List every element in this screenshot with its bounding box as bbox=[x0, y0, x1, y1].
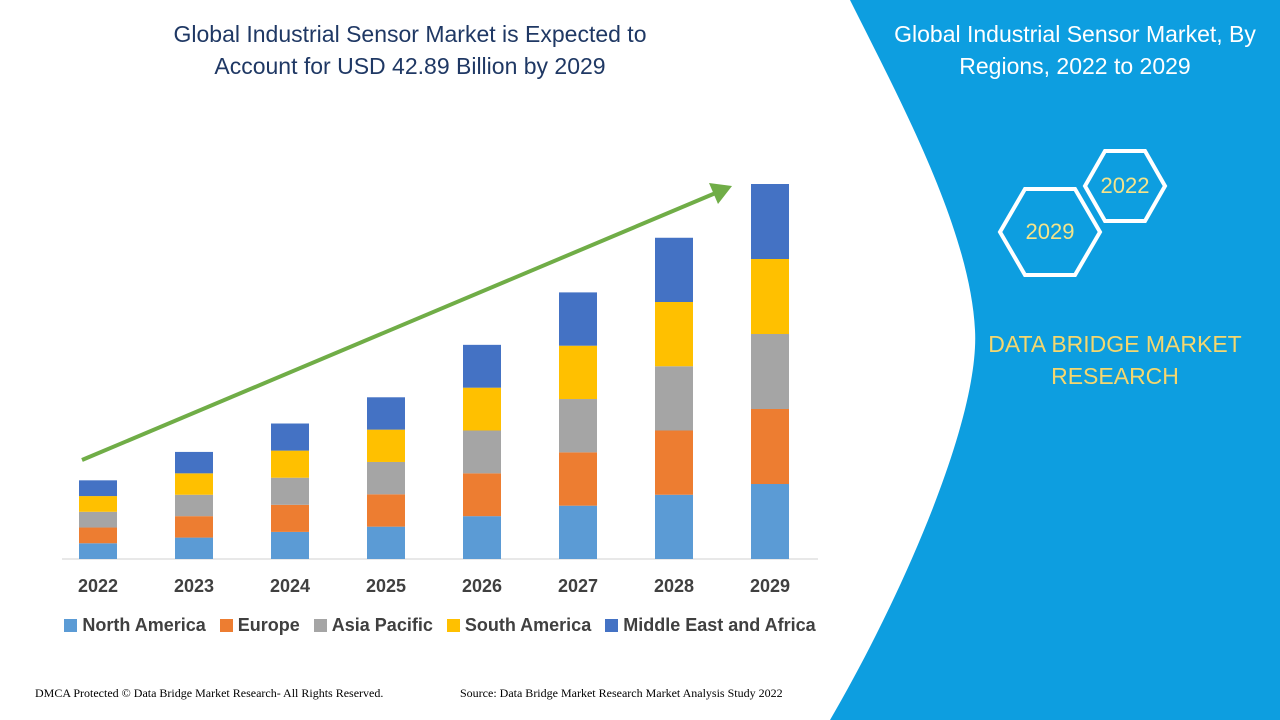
bar-segment bbox=[367, 526, 405, 559]
legend-item: South America bbox=[446, 615, 592, 636]
bar-segment bbox=[655, 366, 693, 431]
hexagon-label: 2022 bbox=[1101, 173, 1150, 198]
legend-swatch bbox=[219, 619, 233, 632]
x-tick-label: 2024 bbox=[270, 576, 310, 596]
hexagon bbox=[997, 187, 1103, 277]
bar-segment bbox=[751, 184, 789, 259]
hexagon-label: 2029 bbox=[1026, 219, 1075, 244]
bar-segment bbox=[367, 494, 405, 527]
bars bbox=[79, 184, 789, 559]
source: Source: Data Bridge Market Research Mark… bbox=[460, 686, 783, 700]
x-tick-label: 2026 bbox=[462, 576, 502, 596]
bar-segment bbox=[655, 494, 693, 559]
legend-label: Europe bbox=[237, 615, 300, 635]
trend-arrow bbox=[81, 190, 719, 462]
hexagon bbox=[1082, 149, 1168, 223]
bar-segment bbox=[79, 527, 117, 544]
legend-swatch bbox=[313, 619, 327, 632]
legend-label: Middle East and Africa bbox=[623, 615, 816, 635]
x-tick-label: 2022 bbox=[78, 576, 118, 596]
bar-segment bbox=[751, 484, 789, 559]
legend-label: Asia Pacific bbox=[331, 615, 433, 635]
bar-segment bbox=[559, 452, 597, 506]
legend-label: North America bbox=[82, 615, 206, 635]
bar-segment bbox=[175, 537, 213, 559]
bar-segment bbox=[79, 480, 117, 497]
brand: DATA BRIDGE MARKET RESEARCH bbox=[988, 331, 1242, 389]
bar-segment bbox=[655, 430, 693, 495]
bar-segment bbox=[655, 237, 693, 303]
bar-segment bbox=[175, 516, 213, 538]
bar-segment bbox=[655, 302, 693, 367]
bar-segment bbox=[463, 344, 501, 388]
bar-segment bbox=[271, 504, 309, 532]
bar-segment bbox=[367, 461, 405, 495]
x-tick-label: 2029 bbox=[750, 576, 790, 596]
bar-segment bbox=[175, 451, 213, 474]
legend-item: Middle East and Africa bbox=[605, 615, 816, 636]
legend: North America Europe Asia Pacific South Ame… bbox=[40, 615, 840, 636]
bar-segment bbox=[559, 399, 597, 453]
bar-segment bbox=[751, 334, 789, 409]
bar-segment bbox=[79, 511, 117, 528]
legend-item: Europe bbox=[219, 615, 300, 636]
x-tick-label: 2027 bbox=[558, 576, 598, 596]
bar-segment bbox=[367, 397, 405, 430]
bar-segment bbox=[463, 473, 501, 517]
bar-segment bbox=[79, 496, 117, 512]
legend-item: North America bbox=[64, 615, 206, 636]
legend-item: Asia Pacific bbox=[313, 615, 433, 636]
bar-segment bbox=[271, 531, 309, 559]
x-tick-label: 2023 bbox=[174, 576, 214, 596]
x-tick-label: 2025 bbox=[366, 576, 406, 596]
bar-segment bbox=[271, 477, 309, 505]
legend-swatch bbox=[605, 619, 619, 632]
bar-segment bbox=[559, 345, 597, 400]
bar-segment bbox=[559, 292, 597, 346]
bar-segment bbox=[463, 430, 501, 474]
bar-segment bbox=[463, 516, 501, 559]
arrow-head bbox=[709, 183, 732, 204]
bar-segment bbox=[79, 543, 117, 559]
copyright: DMCA Protected © Data Bridge Market Rese… bbox=[35, 686, 384, 700]
bar-segment bbox=[751, 409, 789, 484]
legend-swatch bbox=[64, 619, 78, 632]
legend-swatch bbox=[446, 619, 460, 632]
legend-label: South America bbox=[464, 615, 592, 635]
side-panel bbox=[830, 0, 1280, 720]
bar-segment bbox=[751, 259, 789, 334]
bar-segment bbox=[367, 429, 405, 462]
bar-segment bbox=[175, 473, 213, 495]
chart-title: Global Industrial Sensor Market is Expec… bbox=[173, 21, 647, 79]
bar-segment bbox=[463, 387, 501, 431]
panel-title: Global Industrial Sensor Market, By Regi… bbox=[894, 21, 1256, 79]
bar-segment bbox=[271, 450, 309, 478]
bar-segment bbox=[559, 505, 597, 559]
bar-segment bbox=[271, 423, 309, 451]
x-tick-label: 2028 bbox=[654, 576, 694, 596]
bar-segment bbox=[175, 494, 213, 517]
